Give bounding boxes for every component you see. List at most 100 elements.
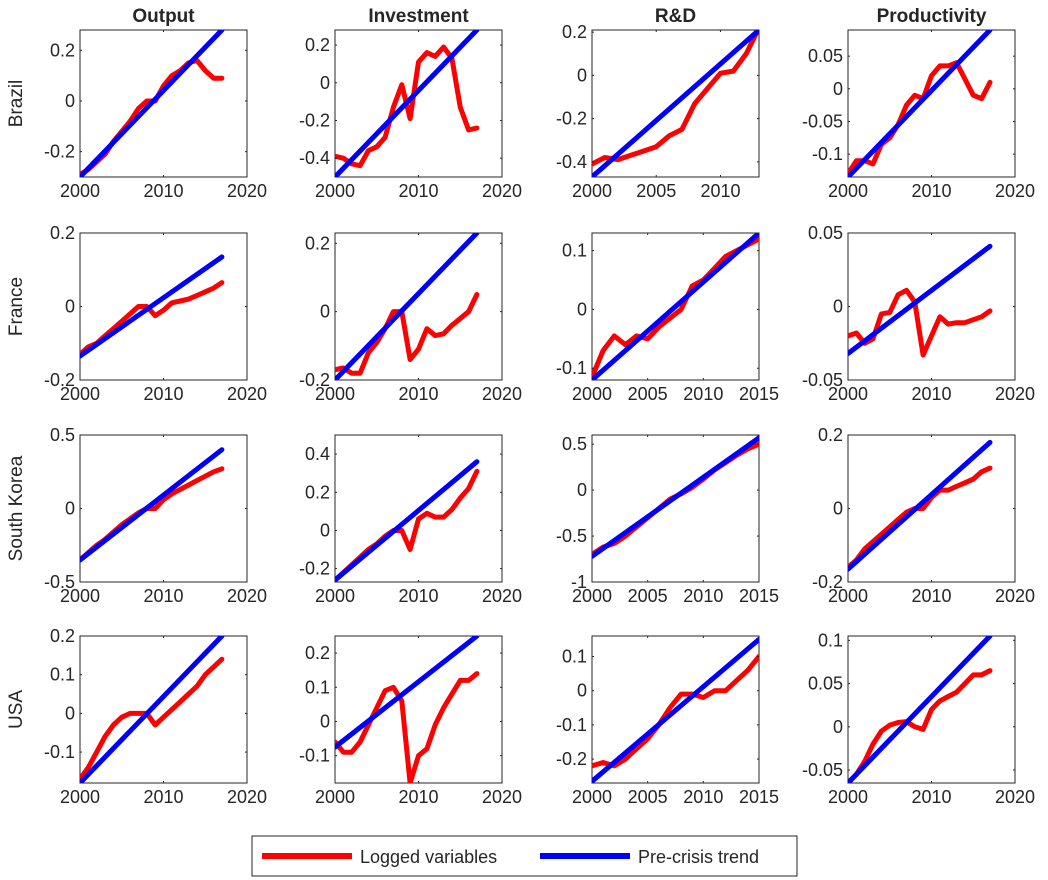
y-tick-label: 0.2 bbox=[50, 223, 75, 243]
x-tick-label: 2000 bbox=[572, 384, 612, 404]
x-tick-label: 2020 bbox=[227, 181, 267, 201]
panel-r3-c3: 2000 2005 2010 2015 -1 -0.5 0 0.5 bbox=[556, 434, 779, 606]
series-line-trend bbox=[848, 30, 993, 177]
row-label: South Korea bbox=[6, 455, 27, 561]
series-line-logged bbox=[592, 654, 759, 769]
y-tick-label: 0 bbox=[320, 302, 330, 322]
y-tick-label: 0 bbox=[833, 79, 843, 99]
x-tick-label: 2010 bbox=[700, 181, 740, 201]
x-tick-label: 2020 bbox=[227, 787, 267, 807]
x-tick-label: 2020 bbox=[995, 181, 1035, 201]
x-tick-label: 2010 bbox=[911, 787, 951, 807]
x-tick-label: 2015 bbox=[739, 384, 779, 404]
y-tick-label: 0 bbox=[320, 711, 330, 731]
x-tick-label: 2010 bbox=[398, 181, 438, 201]
x-tick-label: 2000 bbox=[315, 181, 355, 201]
y-tick-label: -1 bbox=[571, 572, 587, 592]
y-tick-label: 0.4 bbox=[305, 444, 330, 464]
x-tick-label: 2010 bbox=[911, 586, 951, 606]
series-line-logged bbox=[80, 656, 225, 782]
x-tick-label: 2020 bbox=[227, 586, 267, 606]
y-tick-label: -0.4 bbox=[299, 148, 330, 168]
y-tick-label: 0.2 bbox=[305, 482, 330, 502]
x-tick-label: 2020 bbox=[995, 586, 1035, 606]
panel-r3-c1: 2000 2010 2020 -0.5 0 0.5 South Korea bbox=[6, 425, 267, 606]
column-title: Investment bbox=[368, 6, 469, 27]
column-title: Output bbox=[132, 6, 195, 27]
series-line-logged bbox=[848, 668, 993, 783]
series-line-trend bbox=[80, 30, 225, 177]
x-tick-label: 2010 bbox=[683, 586, 723, 606]
axes-box bbox=[334, 232, 503, 381]
x-tick-label: 2020 bbox=[995, 787, 1035, 807]
panel-r1-c4: 2000 2010 2020 -0.1 -0.05 0 0.05 Productivity bbox=[802, 6, 1035, 201]
series-group bbox=[592, 435, 759, 559]
series-group bbox=[592, 636, 759, 783]
column-title: R&D bbox=[655, 6, 696, 27]
y-tick-label: 0 bbox=[65, 703, 75, 723]
series-group bbox=[335, 636, 480, 783]
series-line-logged bbox=[335, 292, 480, 376]
x-tick-label: 2020 bbox=[482, 586, 522, 606]
x-tick-label: 2000 bbox=[60, 384, 100, 404]
panel-r4-c2: 2000 2010 2020 -0.1 0 0.1 0.2 bbox=[299, 635, 522, 807]
y-tick-label: -0.4 bbox=[556, 152, 587, 172]
y-tick-label: 0 bbox=[320, 520, 330, 540]
x-tick-label: 2010 bbox=[143, 586, 183, 606]
y-tick-label: -0.05 bbox=[802, 370, 843, 390]
legend-label-logged: Logged variables bbox=[360, 847, 497, 867]
y-tick-label: -0.2 bbox=[556, 109, 587, 129]
x-tick-label: 2000 bbox=[60, 181, 100, 201]
series-line-logged bbox=[848, 60, 993, 177]
series-group bbox=[848, 243, 993, 358]
x-tick-label: 2000 bbox=[572, 787, 612, 807]
series-group bbox=[848, 636, 993, 783]
x-tick-label: 2020 bbox=[482, 787, 522, 807]
legend: Logged variables Pre-crisis trend bbox=[251, 835, 798, 877]
row-label: Brazil bbox=[6, 80, 27, 128]
panel-r2-c2: 2000 2010 2020 -0.2 0 0.2 bbox=[299, 232, 522, 404]
series-line-trend bbox=[848, 636, 993, 783]
y-tick-label: -0.2 bbox=[299, 370, 330, 390]
y-tick-label: -0.1 bbox=[812, 144, 843, 164]
series-group bbox=[80, 30, 225, 177]
panel-r2-c1: 2000 2010 2020 -0.2 0 0.2 France bbox=[6, 223, 267, 404]
y-tick-label: -0.2 bbox=[812, 572, 843, 592]
x-tick-label: 2005 bbox=[628, 586, 668, 606]
y-tick-label: 0 bbox=[833, 717, 843, 737]
series-line-trend bbox=[80, 254, 225, 359]
y-tick-label: -0.5 bbox=[556, 526, 587, 546]
axes-box bbox=[847, 232, 1016, 381]
x-tick-label: 2015 bbox=[739, 586, 779, 606]
x-tick-label: 2010 bbox=[143, 181, 183, 201]
series-line-trend bbox=[335, 30, 480, 177]
x-tick-label: 2010 bbox=[398, 384, 438, 404]
series-line-trend bbox=[592, 435, 759, 559]
axes-box bbox=[847, 29, 1016, 178]
panel-r1-c2: 2000 2010 2020 -0.4 -0.2 0 0.2 Investment bbox=[299, 6, 522, 201]
x-tick-label: 2000 bbox=[60, 787, 100, 807]
axes-box bbox=[847, 434, 1016, 583]
y-tick-label: -0.2 bbox=[299, 110, 330, 130]
y-tick-label: -0.2 bbox=[299, 559, 330, 579]
y-tick-label: -0.1 bbox=[299, 746, 330, 766]
x-tick-label: 2000 bbox=[315, 384, 355, 404]
panel-r2-c4: 2000 2010 2020 -0.05 0 0.05 bbox=[802, 223, 1035, 404]
y-tick-label: 0.2 bbox=[562, 22, 587, 42]
y-tick-label: 0 bbox=[65, 297, 75, 317]
series-line-trend bbox=[335, 636, 480, 750]
x-tick-label: 2000 bbox=[828, 384, 868, 404]
y-tick-label: 0.1 bbox=[562, 241, 587, 261]
series-line-logged bbox=[592, 236, 759, 380]
x-tick-label: 2020 bbox=[482, 181, 522, 201]
series-line-trend bbox=[848, 243, 993, 356]
series-group bbox=[592, 233, 759, 380]
y-tick-label: -0.5 bbox=[44, 572, 75, 592]
y-tick-label: 0.5 bbox=[50, 425, 75, 445]
panel-r3-c2: 2000 2010 2020 -0.2 0 0.2 0.4 bbox=[299, 434, 522, 606]
x-tick-label: 2020 bbox=[995, 384, 1035, 404]
y-tick-label: -0.1 bbox=[44, 742, 75, 762]
y-tick-label: 0 bbox=[320, 73, 330, 93]
x-tick-label: 2000 bbox=[572, 586, 612, 606]
series-line-trend bbox=[335, 233, 480, 380]
